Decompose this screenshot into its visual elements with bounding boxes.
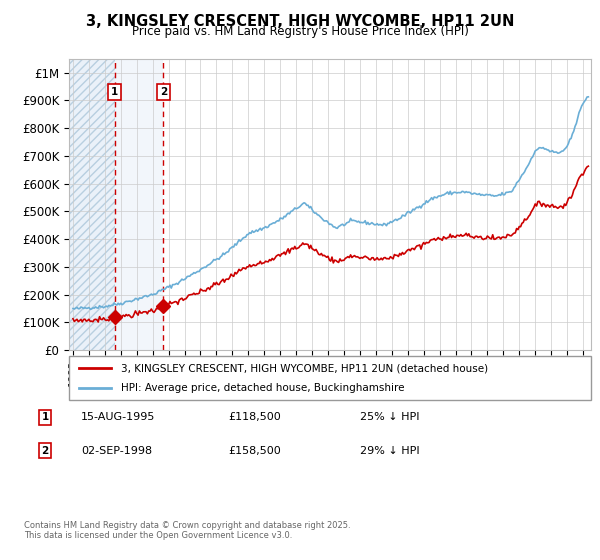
Text: 1: 1 [111,87,118,97]
Bar [115,59,163,350]
Text: £118,500: £118,500 [228,412,281,422]
Text: 2: 2 [41,446,49,456]
Text: 2: 2 [160,87,167,97]
Text: 3, KINGSLEY CRESCENT, HIGH WYCOMBE, HP11 2UN (detached house): 3, KINGSLEY CRESCENT, HIGH WYCOMBE, HP11… [121,363,488,373]
Bar [69,59,115,350]
Text: 1: 1 [41,412,49,422]
Text: 25% ↓ HPI: 25% ↓ HPI [360,412,419,422]
Text: Contains HM Land Registry data © Crown copyright and database right 2025.
This d: Contains HM Land Registry data © Crown c… [24,521,350,540]
Text: Price paid vs. HM Land Registry's House Price Index (HPI): Price paid vs. HM Land Registry's House … [131,25,469,38]
Bar [69,59,115,350]
Text: HPI: Average price, detached house, Buckinghamshire: HPI: Average price, detached house, Buck… [121,383,404,393]
Text: £158,500: £158,500 [228,446,281,456]
Text: 3, KINGSLEY CRESCENT, HIGH WYCOMBE, HP11 2UN: 3, KINGSLEY CRESCENT, HIGH WYCOMBE, HP11… [86,14,514,29]
Text: 02-SEP-1998: 02-SEP-1998 [81,446,152,456]
Text: 15-AUG-1995: 15-AUG-1995 [81,412,155,422]
Text: 29% ↓ HPI: 29% ↓ HPI [360,446,419,456]
FancyBboxPatch shape [69,356,591,400]
